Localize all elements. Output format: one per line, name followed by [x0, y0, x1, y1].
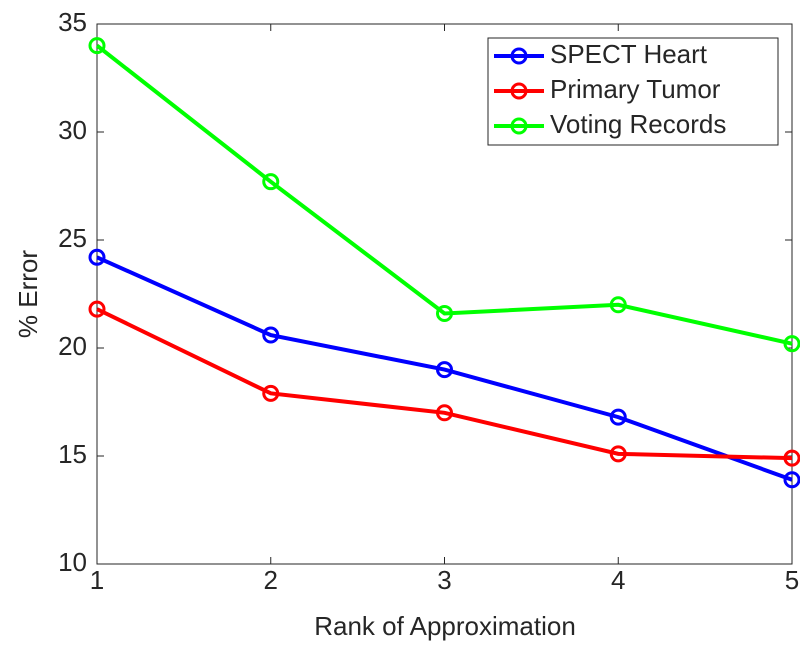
- series-line: [96, 255, 793, 482]
- point-marker: [262, 326, 280, 344]
- y-tick-label: 20: [58, 331, 87, 361]
- point-marker: [783, 335, 800, 353]
- legend-marker: [510, 117, 528, 135]
- x-tick-label: 5: [785, 565, 799, 595]
- point-marker: [88, 248, 106, 266]
- y-tick-label: 15: [58, 439, 87, 469]
- point-marker: [262, 384, 280, 402]
- x-tick-label: 4: [611, 565, 625, 595]
- point-marker: [88, 300, 106, 318]
- point-marker: [88, 37, 106, 55]
- series-line: [96, 307, 793, 461]
- x-axis-label: Rank of Approximation: [314, 611, 576, 641]
- point-marker: [436, 361, 453, 379]
- y-tick-label: 10: [58, 547, 87, 577]
- legend-marker: [510, 47, 528, 65]
- y-tick-label: 30: [58, 115, 87, 145]
- legend-label: Voting Records: [550, 109, 726, 139]
- legend-label: SPECT Heart: [550, 39, 708, 69]
- legend-marker: [510, 82, 528, 100]
- point-marker: [436, 404, 453, 422]
- series-line: [95, 44, 793, 346]
- x-tick-label: 2: [264, 565, 278, 595]
- y-tick-label: 25: [58, 223, 87, 253]
- y-axis-label: % Error: [13, 250, 43, 338]
- point-marker: [436, 304, 453, 322]
- legend-label: Primary Tumor: [550, 74, 721, 104]
- point-marker: [783, 471, 800, 489]
- point-marker: [609, 445, 627, 463]
- point-marker: [262, 173, 280, 191]
- point-marker: [609, 408, 627, 426]
- x-tick-label: 1: [90, 565, 104, 595]
- point-marker: [783, 449, 800, 467]
- x-tick-label: 3: [437, 565, 451, 595]
- point-marker: [609, 296, 627, 314]
- y-tick-label: 35: [58, 7, 87, 37]
